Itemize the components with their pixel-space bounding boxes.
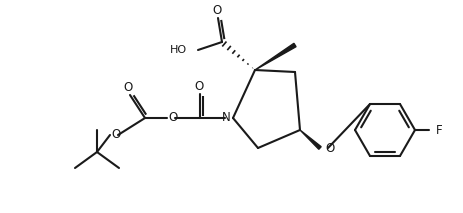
Text: O: O <box>194 81 203 94</box>
Text: O: O <box>111 128 120 141</box>
Text: O: O <box>168 111 177 125</box>
Text: O: O <box>212 4 221 17</box>
Text: HO: HO <box>169 45 187 55</box>
Text: O: O <box>324 141 333 154</box>
Text: O: O <box>123 82 132 95</box>
Text: N: N <box>221 111 230 125</box>
Polygon shape <box>300 130 320 149</box>
Polygon shape <box>255 43 295 70</box>
Text: F: F <box>435 124 442 137</box>
